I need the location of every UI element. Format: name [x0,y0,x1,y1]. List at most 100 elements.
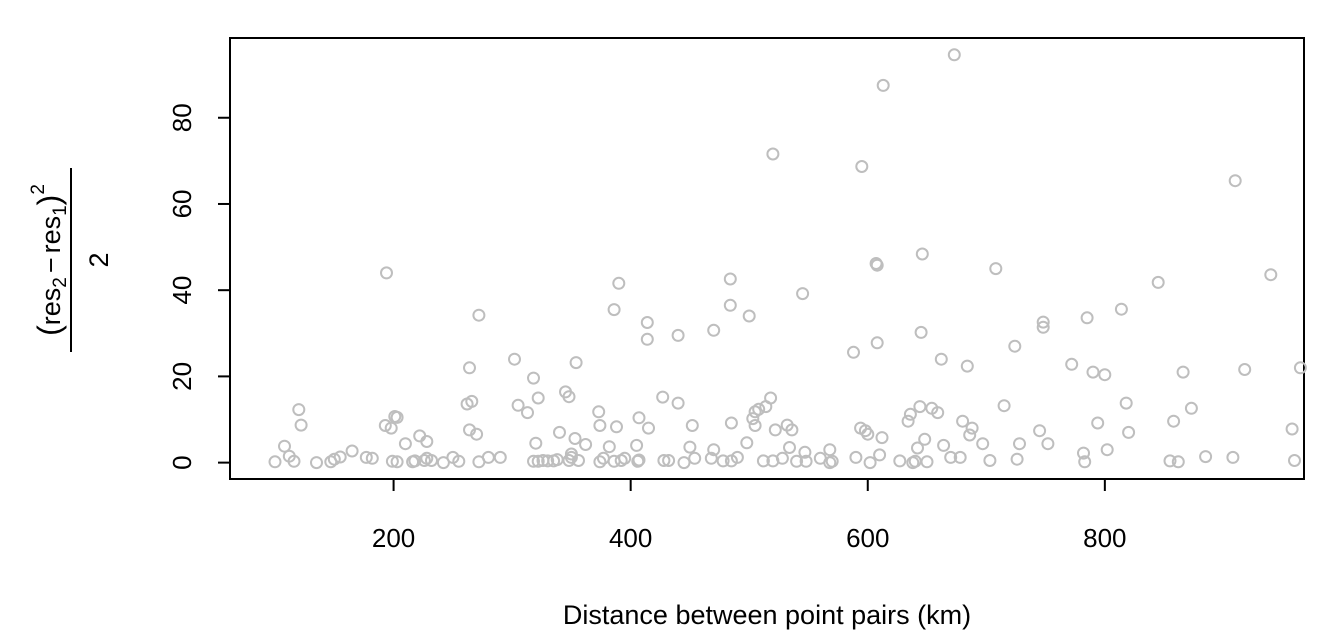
data-point [1065,357,1079,371]
y-axis-title-denominator: 2 [84,252,114,267]
data-point [1086,365,1100,379]
data-point [436,456,450,470]
data-point [944,450,958,464]
data-point [677,456,691,470]
data-point [956,414,970,428]
data-point [893,454,907,468]
data-point [903,407,917,421]
data-point [752,402,766,416]
data-point [425,454,438,467]
data-point [918,432,932,446]
x-tick-label: 800 [1083,523,1126,553]
data-point [268,455,282,469]
data-point [947,48,961,62]
data-point [610,420,623,434]
data-point [602,440,616,454]
y-tick-label: 80 [167,103,197,132]
x-axis-title: Distance between point pairs (km) [563,600,971,630]
data-point [527,371,540,385]
data-point [1184,401,1198,415]
data-point [825,454,839,468]
data-point [1228,174,1242,188]
data-point [861,427,875,441]
y-tick-label: 60 [167,190,197,219]
data-point [481,450,495,464]
data-point [612,276,626,290]
data-point [849,450,863,464]
data-point [724,416,738,430]
data-point [1176,365,1190,379]
data-point [1238,363,1252,376]
data-point [1098,368,1112,382]
data-point [913,400,927,414]
x-axis: 200 400 600 800 [372,478,1127,553]
data-point [452,454,466,468]
data-point [294,418,308,432]
data-point [707,323,721,337]
data-point [671,328,685,342]
data-point [553,425,566,439]
data-point [1285,422,1299,436]
data-point [1163,454,1177,468]
data-point [873,448,887,462]
data-point [920,455,934,469]
data-point [937,438,951,452]
data-point [914,325,928,339]
data-point [607,303,621,317]
data-point [931,406,945,420]
data-point [746,412,760,426]
data-point [345,444,359,458]
data-point [508,352,521,366]
data-point [640,316,654,329]
data-point [1288,454,1301,467]
data-point [529,436,543,450]
data-point [564,450,578,464]
data-point [327,452,341,466]
data-point [723,272,737,286]
data-point [1100,443,1114,457]
data-point [704,451,718,465]
data-point [768,423,782,437]
y-axis-title-numerator: (res2−res1)2 [28,184,71,336]
data-point [671,396,685,410]
data-point [911,441,924,455]
data-point [562,390,576,404]
data-point [847,345,860,359]
data-point [798,445,812,459]
data-point [723,298,737,312]
data-point [398,437,412,451]
data-point [568,432,582,445]
data-point [541,454,555,468]
data-point [642,421,655,435]
data-point [417,454,431,467]
data-point [1013,437,1026,451]
data-point [1041,437,1055,451]
data-point [1010,452,1024,466]
data-point [384,421,398,435]
data-point [562,454,576,467]
data-point [683,440,697,454]
data-point [359,450,373,464]
data-points [268,48,1307,470]
data-point [965,421,979,435]
data-point [775,451,789,465]
data-point [863,456,877,470]
x-tick-label: 600 [846,523,889,553]
data-point [748,419,762,432]
data-point [579,438,593,451]
data-point [1091,416,1105,430]
data-point [997,399,1011,413]
y-axis-title: (res2−res1)2 2 [28,168,114,352]
data-point [799,454,813,468]
y-axis: 0 20 40 60 80 [167,103,231,470]
data-point [472,308,486,322]
data-point [796,287,810,301]
data-point [640,332,654,346]
data-point [1167,414,1181,428]
data-point [657,454,671,467]
data-point [465,394,479,408]
data-point [631,454,645,468]
data-point [1114,302,1128,316]
y-tick-label: 40 [167,276,197,305]
